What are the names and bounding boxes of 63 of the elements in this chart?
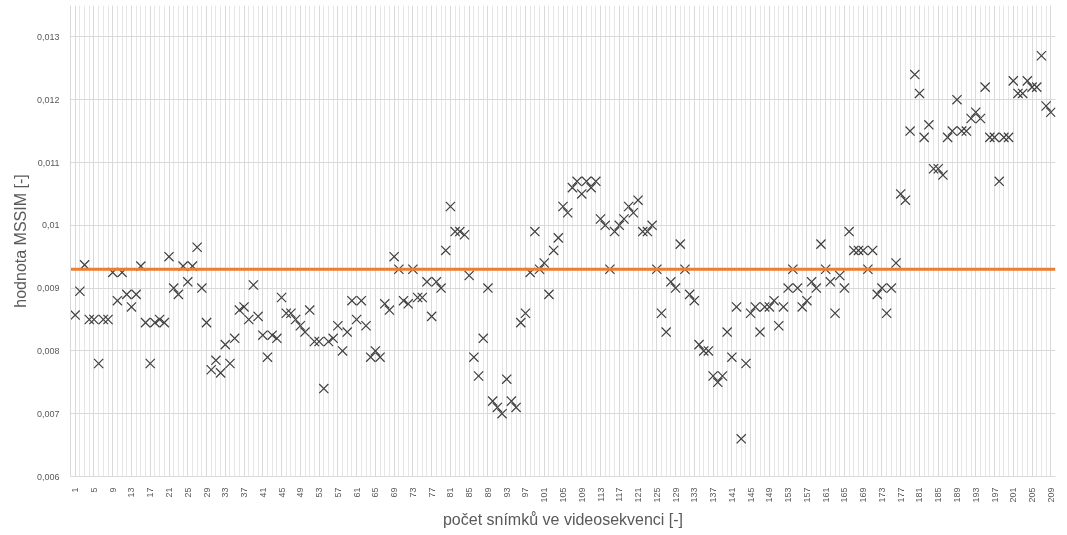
x-tick-label: 193 — [970, 487, 981, 503]
x-axis-title: počet snímků ve videosekvenci [-] — [442, 510, 684, 528]
x-tick-label: 185 — [933, 487, 944, 503]
x-tick-label: 209 — [1045, 487, 1056, 503]
x-tick-label: 205 — [1027, 487, 1038, 503]
x-tick-label: 157 — [801, 487, 812, 503]
x-tick-label: 161 — [820, 487, 831, 503]
x-tick-label: 97 — [520, 487, 531, 498]
x-tick-label: 73 — [407, 487, 418, 498]
x-tick-label: 141 — [726, 487, 737, 503]
y-tick-label: 0,009 — [36, 283, 60, 294]
x-tick-label: 173 — [876, 487, 887, 503]
x-tick-label: 121 — [633, 487, 644, 503]
x-tick-label: 93 — [501, 487, 512, 498]
x-tick-label: 29 — [201, 487, 212, 498]
x-tick-label: 109 — [576, 487, 587, 503]
y-axis-title: hodnota MSSIM [-] — [11, 174, 29, 308]
x-tick-label: 57 — [332, 487, 343, 498]
x-tick-label: 89 — [482, 487, 493, 498]
x-tick-label: 49 — [295, 487, 306, 498]
x-tick-label: 25 — [182, 487, 193, 498]
y-tick-label: 0,011 — [37, 157, 60, 168]
x-tick-label: 177 — [895, 487, 906, 503]
x-tick-label: 85 — [464, 487, 475, 498]
x-tick-label: 77 — [426, 487, 437, 498]
x-tick-label: 33 — [220, 487, 231, 498]
x-tick-label: 201 — [1008, 487, 1019, 503]
x-tick-label: 145 — [745, 487, 756, 503]
y-tick-label: 0,006 — [36, 471, 60, 482]
x-tick-label: 197 — [989, 487, 1000, 503]
x-tick-label: 5 — [88, 487, 99, 493]
x-tick-label: 169 — [858, 487, 869, 503]
x-tick-label: 81 — [445, 487, 456, 498]
x-tick-label: 13 — [126, 487, 137, 498]
x-tick-label: 165 — [839, 487, 850, 503]
x-tick-label: 61 — [351, 487, 362, 498]
y-tick-label: 0,013 — [36, 31, 60, 42]
x-tick-label: 189 — [952, 487, 962, 503]
x-tick-label: 37 — [239, 487, 250, 498]
x-tick-label: 101 — [539, 487, 550, 503]
x-tick-label: 105 — [558, 487, 568, 503]
x-tick-label: 1 — [70, 487, 81, 493]
x-tick-label: 125 — [651, 487, 662, 503]
x-tick-label: 117 — [614, 487, 625, 502]
y-tick-label: 0,012 — [36, 94, 60, 105]
y-tick-label: 0,007 — [36, 408, 60, 419]
x-tick-label: 21 — [164, 487, 174, 498]
x-tick-label: 45 — [276, 487, 287, 498]
x-tick-label: 153 — [783, 487, 794, 503]
x-tick-label: 53 — [314, 487, 325, 498]
y-tick-label: 0,008 — [36, 345, 60, 356]
x-tick-label: 149 — [764, 487, 775, 503]
x-tick-label: 65 — [370, 487, 381, 498]
x-tick-label: 181 — [914, 487, 925, 503]
x-tick-label: 17 — [145, 487, 156, 498]
x-tick-label: 69 — [389, 487, 400, 498]
x-tick-label: 137 — [708, 487, 719, 503]
x-tick-label: 113 — [595, 487, 606, 502]
x-tick-label: 133 — [689, 487, 700, 503]
y-tick-label: 0,01 — [41, 220, 60, 231]
x-tick-label: 129 — [670, 487, 681, 503]
x-tick-label: 9 — [107, 487, 118, 493]
x-tick-label: 41 — [257, 487, 268, 498]
